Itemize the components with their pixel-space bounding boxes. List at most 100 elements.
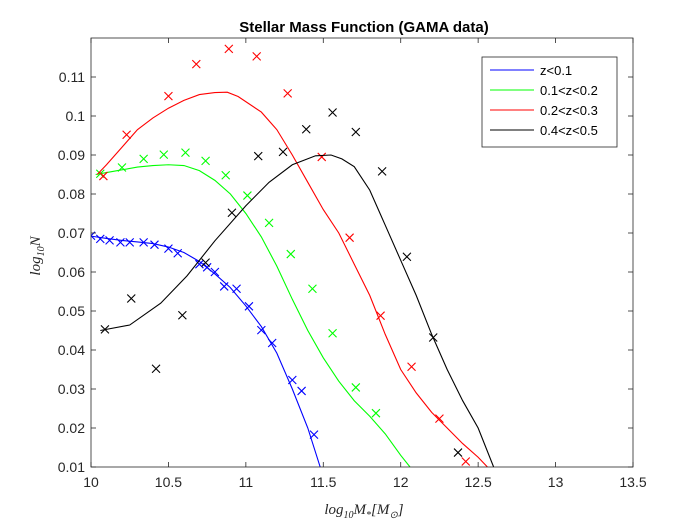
series-group — [91, 231, 321, 467]
y-tick-label: 0.1 — [66, 108, 86, 124]
x-axis-label-sub2: * — [366, 510, 371, 521]
data-point-marker — [377, 166, 387, 176]
data-point-marker — [100, 324, 110, 334]
plot-border — [90, 37, 634, 468]
legend-label: 0.4<z<0.5 — [540, 123, 598, 138]
legend-label: 0.1<z<0.2 — [540, 83, 598, 98]
x-tick-label: 10 — [83, 474, 99, 490]
x-tick-label: 11 — [239, 474, 254, 490]
data-point-marker — [301, 124, 311, 134]
data-point-marker — [435, 414, 444, 424]
y-tick-label: 0.04 — [58, 342, 85, 358]
y-tick-label: 0.09 — [58, 147, 85, 163]
x-axis-label-close: ] — [397, 502, 404, 518]
data-point-marker — [151, 364, 161, 374]
x-tick-label: 13.5 — [619, 474, 646, 490]
data-point-marker — [351, 383, 361, 392]
y-tick-label: 0.07 — [58, 225, 85, 241]
legend-box — [481, 56, 618, 148]
data-point-marker — [243, 191, 252, 200]
data-point-marker — [139, 154, 149, 164]
data-point-marker — [219, 282, 229, 291]
data-point-marker — [164, 91, 173, 101]
series-line — [100, 154, 495, 467]
legend-label: 0.2<z<0.3 — [540, 103, 598, 118]
data-point-marker — [150, 240, 159, 250]
data-point-marker — [351, 127, 361, 137]
data-point-marker — [227, 208, 237, 218]
x-axis-label: log10M*[M⊙] — [324, 502, 403, 521]
x-tick-label: 13 — [548, 474, 564, 490]
x-tick-label: 11.5 — [310, 474, 336, 490]
y-axis-label-var: N — [28, 235, 44, 247]
data-point-marker — [461, 457, 471, 466]
y-tick-label: 0.11 — [59, 69, 85, 85]
data-point-marker — [105, 236, 114, 245]
data-point-marker — [122, 130, 132, 140]
data-point-marker — [253, 151, 263, 161]
series-line — [95, 164, 411, 467]
series-group — [95, 148, 411, 467]
y-tick-label: 0.06 — [58, 264, 85, 280]
x-axis-label-main: log — [324, 502, 344, 518]
data-point-marker — [264, 218, 274, 228]
x-tick-label: 12.5 — [465, 474, 492, 490]
data-point-marker — [224, 44, 234, 54]
data-point-marker — [308, 284, 317, 294]
data-point-marker — [164, 244, 173, 253]
y-tick-label: 0.08 — [58, 186, 85, 202]
y-tick-label: 0.02 — [58, 420, 85, 436]
data-point-marker — [267, 338, 277, 348]
data-point-marker — [139, 237, 149, 247]
data-point-marker — [376, 311, 385, 321]
data-point-marker — [95, 234, 105, 244]
series-group — [100, 108, 495, 467]
legend-label: z<0.1 — [540, 63, 572, 78]
data-point-marker — [328, 108, 337, 117]
data-point-marker — [407, 362, 416, 372]
y-axis-label-main: log — [28, 256, 44, 276]
data-point-marker — [173, 248, 183, 258]
data-point-marker — [402, 252, 412, 262]
y-tick-label: 0.05 — [58, 303, 85, 319]
data-point-marker — [117, 163, 127, 172]
data-point-marker — [428, 333, 438, 342]
chart-title: Stellar Mass Function (GAMA data) — [239, 19, 488, 36]
y-tick-label: 0.03 — [58, 381, 85, 397]
data-point-marker — [278, 147, 288, 157]
data-point-marker — [201, 258, 210, 268]
series-group — [96, 44, 488, 467]
data-point-marker — [252, 51, 262, 61]
data-point-marker — [232, 284, 241, 294]
data-point-marker — [181, 148, 190, 158]
data-point-marker — [177, 310, 187, 320]
data-point-marker — [98, 171, 108, 181]
data-point-marker — [309, 430, 319, 440]
y-tick-label: 0.01 — [58, 459, 85, 475]
data-point-marker — [191, 59, 201, 69]
data-point-marker — [159, 150, 169, 159]
data-point-marker — [328, 328, 337, 338]
legend: z<0.1 0.1<z<0.2 0.2<z<0.3 0.4<z<0.5 — [481, 56, 618, 148]
data-point-marker — [283, 88, 293, 98]
x-axis-label-sub: 10 — [344, 510, 354, 521]
x-tick-label: 12 — [393, 474, 409, 490]
data-point-marker — [210, 267, 220, 277]
x-axis: 10 10.5 11 11.5 12 12.5 13 13.5 — [83, 38, 647, 490]
data-point-marker — [256, 325, 266, 335]
data-point-marker — [201, 156, 210, 166]
data-point-marker — [317, 152, 327, 162]
data-point-marker — [287, 375, 297, 385]
x-tick-label: 10.5 — [155, 474, 182, 490]
data-point-marker — [286, 249, 296, 259]
data-point-marker — [125, 237, 135, 247]
x-axis-label-sun: ⊙ — [389, 510, 398, 521]
x-axis-label-var: M — [353, 502, 368, 518]
data-point-marker — [453, 448, 463, 457]
data-point-marker — [244, 301, 254, 311]
series-layer — [91, 44, 495, 467]
series-line — [96, 91, 488, 467]
x-axis-label-tail: [M — [371, 502, 391, 518]
data-point-marker — [297, 386, 306, 396]
